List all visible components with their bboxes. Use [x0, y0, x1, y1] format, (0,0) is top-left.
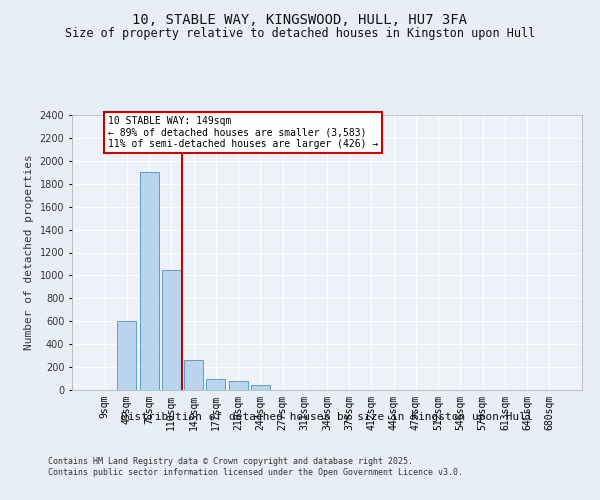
Bar: [184, 360, 203, 390]
Bar: [162, 270, 181, 390]
Bar: [251, 386, 270, 390]
Y-axis label: Number of detached properties: Number of detached properties: [24, 154, 34, 350]
Text: Distribution of detached houses by size in Kingston upon Hull: Distribution of detached houses by size …: [121, 412, 533, 422]
Text: Size of property relative to detached houses in Kingston upon Hull: Size of property relative to detached ho…: [65, 28, 535, 40]
Text: Contains HM Land Registry data © Crown copyright and database right 2025.
Contai: Contains HM Land Registry data © Crown c…: [48, 458, 463, 477]
Text: 10, STABLE WAY, KINGSWOOD, HULL, HU7 3FA: 10, STABLE WAY, KINGSWOOD, HULL, HU7 3FA: [133, 12, 467, 26]
Bar: [140, 172, 158, 390]
Bar: [229, 382, 248, 390]
Text: 10 STABLE WAY: 149sqm
← 89% of detached houses are smaller (3,583)
11% of semi-d: 10 STABLE WAY: 149sqm ← 89% of detached …: [108, 116, 378, 149]
Bar: [206, 378, 225, 390]
Bar: [118, 322, 136, 390]
